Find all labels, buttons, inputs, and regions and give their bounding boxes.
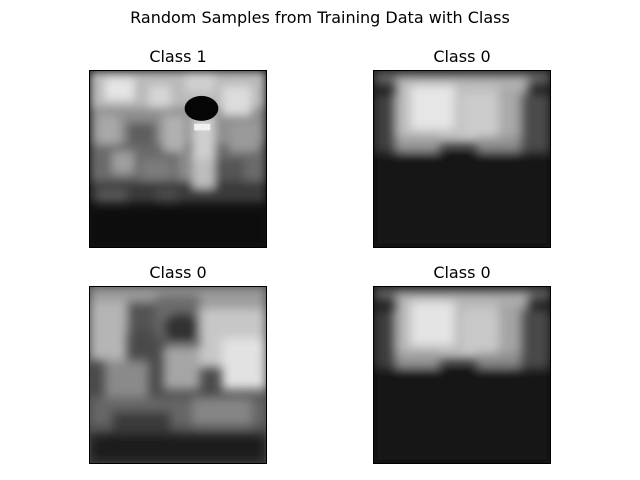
panel-3-title: Class 0 [149,263,207,282]
panel-3-image [89,286,267,464]
panel-4-image [373,286,551,464]
panel-2-image [373,70,551,248]
panel-1-title: Class 1 [149,47,207,66]
figure-title: Random Samples from Training Data with C… [130,8,510,27]
sample-image-2 [374,71,550,247]
panel-4-title: Class 0 [433,263,491,282]
panel-2-title: Class 0 [433,47,491,66]
sample-image-3 [90,287,266,463]
panel-1-image [89,70,267,248]
sample-image-4 [374,287,550,463]
sample-image-1 [90,71,266,247]
